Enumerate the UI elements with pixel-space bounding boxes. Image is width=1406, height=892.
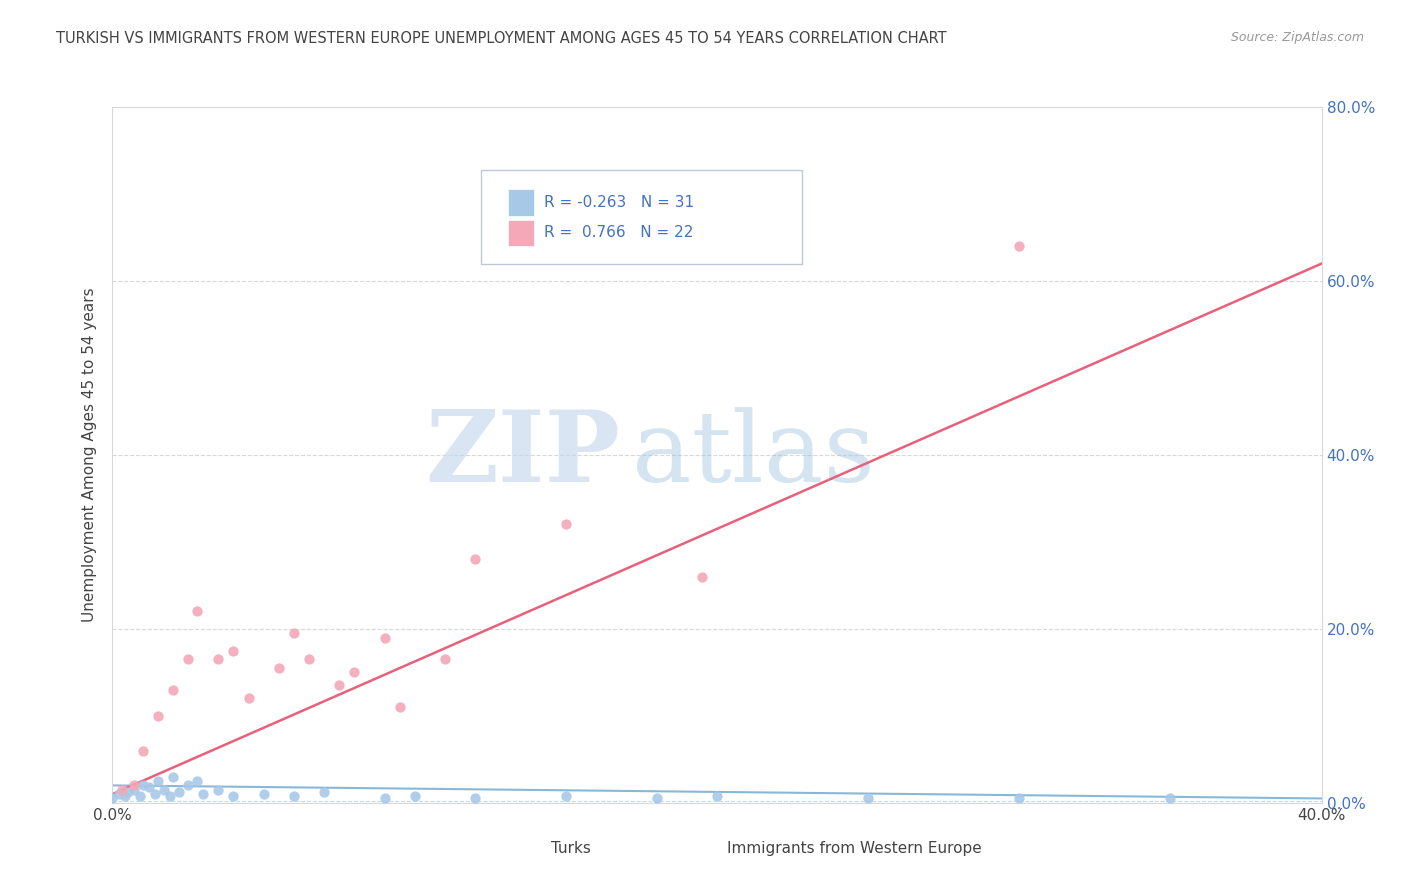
Point [1008,791,1031,805]
Point [554,517,576,532]
Point [132,778,155,792]
Text: ZIP: ZIP [426,407,620,503]
Point [298,652,321,666]
Point [856,791,880,805]
Point [191,787,214,801]
Point [267,661,290,675]
Point [122,782,145,797]
Point [222,643,245,657]
FancyBboxPatch shape [508,219,534,246]
Point [343,665,366,680]
Point [645,791,668,805]
Point [167,785,190,799]
Text: atlas: atlas [633,407,875,503]
Point [1008,239,1031,253]
Point [1159,791,1181,805]
Point [554,789,576,803]
Text: Turks: Turks [551,840,592,855]
Point [122,778,145,792]
Point [690,570,713,584]
FancyBboxPatch shape [508,189,534,216]
Point [283,626,305,640]
Point [283,789,305,803]
Point [114,789,136,803]
Text: R =  0.766   N = 22: R = 0.766 N = 22 [544,226,693,241]
Point [143,787,166,801]
Point [706,789,728,803]
Text: Immigrants from Western Europe: Immigrants from Western Europe [727,840,981,855]
Point [186,605,208,619]
Point [101,791,124,805]
Point [253,787,276,801]
FancyBboxPatch shape [686,839,717,858]
Point [110,782,132,797]
Point [207,652,229,666]
Point [388,700,411,714]
Point [374,791,396,805]
Point [153,782,176,797]
Point [374,631,396,645]
Point [186,774,208,789]
Point [138,780,160,794]
Point [207,782,229,797]
Text: Source: ZipAtlas.com: Source: ZipAtlas.com [1230,31,1364,45]
Text: TURKISH VS IMMIGRANTS FROM WESTERN EUROPE UNEMPLOYMENT AMONG AGES 45 TO 54 YEARS: TURKISH VS IMMIGRANTS FROM WESTERN EUROP… [56,31,946,46]
Point [159,789,181,803]
Point [107,787,129,801]
FancyBboxPatch shape [512,839,541,858]
Point [162,770,184,784]
Point [464,552,486,566]
Point [328,678,350,692]
Point [132,744,155,758]
Point [238,691,260,706]
Point [146,774,169,789]
Point [222,789,245,803]
Y-axis label: Unemployment Among Ages 45 to 54 years: Unemployment Among Ages 45 to 54 years [82,287,97,623]
Point [433,652,456,666]
FancyBboxPatch shape [481,169,801,263]
Point [177,778,200,792]
Point [162,682,184,697]
Point [404,789,426,803]
Text: R = -0.263   N = 31: R = -0.263 N = 31 [544,194,695,210]
Point [117,785,139,799]
Point [314,785,336,799]
Point [146,708,169,723]
Point [464,791,486,805]
Point [128,789,150,803]
Point [177,652,200,666]
